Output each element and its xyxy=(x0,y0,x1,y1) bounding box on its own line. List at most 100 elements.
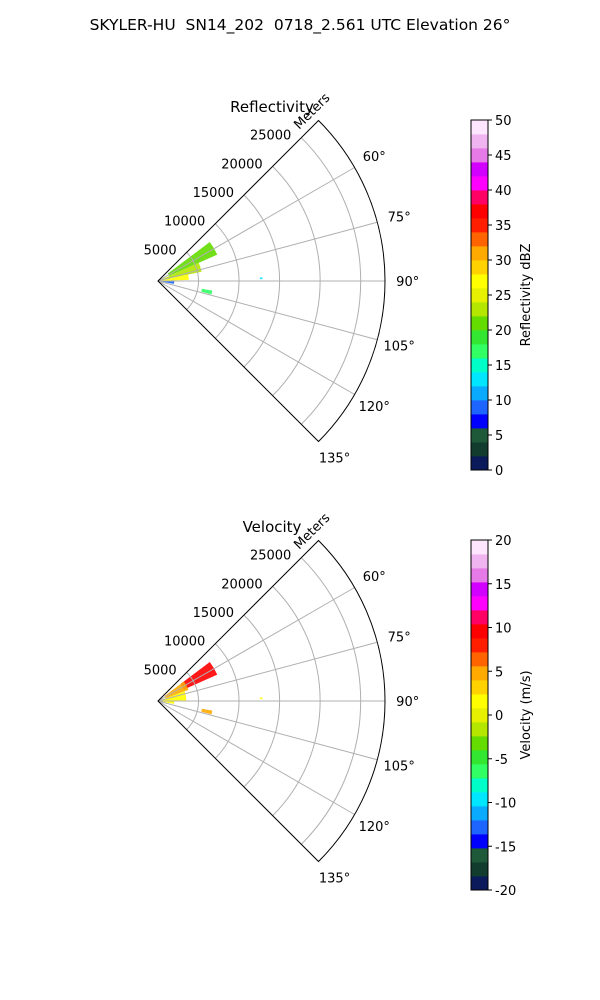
colorbar-segment xyxy=(471,582,488,597)
colorbar-tick-label: -15 xyxy=(495,840,516,855)
panel-title: Velocity xyxy=(243,518,302,536)
colorbar-tick-label: 10 xyxy=(495,394,512,409)
colorbar-segment xyxy=(471,708,488,723)
colorbar-tick-label: 30 xyxy=(495,254,512,269)
colorbar-tick-label: 0 xyxy=(495,464,503,479)
colorbar-tick-label: 5 xyxy=(495,429,503,444)
colorbar-segment xyxy=(471,456,488,471)
range-tick-label: 25000 xyxy=(250,129,291,144)
colorbar-segment xyxy=(471,764,488,779)
azimuth-label: 90° xyxy=(396,695,419,710)
azimuth-spoke xyxy=(157,221,378,282)
azimuth-spoke xyxy=(157,280,355,395)
colorbar-segment xyxy=(471,400,488,415)
range-tick-label: 15000 xyxy=(193,606,234,621)
azimuth-label: 120° xyxy=(359,820,390,835)
colorbar-tick-label: -10 xyxy=(495,797,516,812)
azimuth-spoke xyxy=(157,700,378,761)
colorbar-segment xyxy=(471,736,488,751)
colorbar-segment xyxy=(471,414,488,429)
colorbar-segment xyxy=(471,358,488,373)
figure-title: SKYLER-HU SN14_202 0718_2.561 UTC Elevat… xyxy=(89,16,511,34)
range-tick-label: 5000 xyxy=(144,663,177,678)
velocity-panel: Velocity 60° 75° 90° 105° 120° 135° 5000 10000 15… xyxy=(144,511,534,899)
echo-region xyxy=(201,708,213,715)
colorbar-tick-label: -20 xyxy=(495,884,516,899)
azimuth-label: 105° xyxy=(384,760,415,775)
colorbar-tick-label: 45 xyxy=(495,149,512,164)
sector-frame xyxy=(157,119,386,443)
colorbar-tick-label: 5 xyxy=(495,665,503,680)
colorbar-segment xyxy=(471,610,488,625)
colorbar-segment xyxy=(471,792,488,807)
colorbar-segment xyxy=(471,218,488,233)
azimuth-label: 75° xyxy=(388,630,411,645)
colorbar-segment xyxy=(471,120,488,135)
range-tick-label: 5000 xyxy=(144,243,177,258)
colorbar-tick-label: 15 xyxy=(495,578,512,593)
colorbar-segment xyxy=(471,680,488,695)
colorbar-segment xyxy=(471,330,488,345)
azimuth-label: 135° xyxy=(319,872,350,887)
range-tick-label: 20000 xyxy=(221,157,262,172)
azimuth-spoke xyxy=(157,700,355,815)
echo-region xyxy=(260,697,263,700)
colorbar-segment xyxy=(471,596,488,611)
colorbar-tick-label: 0 xyxy=(495,709,503,724)
echo-region xyxy=(161,262,202,281)
colorbar-segment xyxy=(471,428,488,443)
colorbar-segment xyxy=(471,442,488,457)
panel-title: Reflectivity xyxy=(230,98,314,116)
colorbar-segment xyxy=(471,694,488,709)
colorbar-segment xyxy=(471,190,488,205)
colorbar-segment xyxy=(471,876,488,891)
colorbar-segment xyxy=(471,372,488,387)
colorbar-tick-label: 20 xyxy=(495,324,512,339)
azimuth-label: 60° xyxy=(363,570,386,585)
azimuth-label: 90° xyxy=(396,275,419,290)
azimuth-spoke xyxy=(157,167,355,282)
colorbar-segment xyxy=(471,862,488,877)
azimuth-label: 120° xyxy=(359,400,390,415)
colorbar-tick-label: -5 xyxy=(495,753,508,768)
range-tick-label: 25000 xyxy=(250,549,291,564)
range-tick-label: 10000 xyxy=(164,635,205,650)
colorbar-segment xyxy=(471,624,488,639)
sector-frame xyxy=(157,539,386,863)
colorbar-tick-label: 35 xyxy=(495,219,512,234)
colorbar-segment xyxy=(471,778,488,793)
colorbar-segment xyxy=(471,232,488,247)
colorbar-segment xyxy=(471,638,488,653)
colorbar-tick-label: 50 xyxy=(495,114,512,129)
colorbar-segment xyxy=(471,750,488,765)
colorbar-segment xyxy=(471,652,488,667)
colorbar-segment xyxy=(471,204,488,219)
colorbar-segment xyxy=(471,834,488,849)
echo-region xyxy=(201,288,213,295)
colorbar-segment xyxy=(471,176,488,191)
colorbar-segment xyxy=(471,134,488,149)
azimuth-spoke xyxy=(157,280,378,341)
range-tick-label: 10000 xyxy=(164,215,205,230)
colorbar-segment xyxy=(471,274,488,289)
azimuth-label: 75° xyxy=(388,210,411,225)
azimuth-label: 105° xyxy=(384,340,415,355)
colorbar-segment xyxy=(471,260,488,275)
colorbar-segment xyxy=(471,246,488,261)
range-tick-label: 20000 xyxy=(221,577,262,592)
colorbar-segment xyxy=(471,722,488,737)
colorbar-segment xyxy=(471,148,488,163)
colorbar-tick-label: 40 xyxy=(495,184,512,199)
colorbar-segment xyxy=(471,344,488,359)
colorbar-segment xyxy=(471,302,488,317)
colorbar-label: Velocity (m/s) xyxy=(519,670,534,759)
colorbar-segment xyxy=(471,820,488,835)
range-tick-label: 15000 xyxy=(193,186,234,201)
echo-region xyxy=(260,277,263,280)
colorbar-segment xyxy=(471,806,488,821)
colorbar-tick-label: 10 xyxy=(495,622,512,637)
colorbar-segment xyxy=(471,288,488,303)
colorbar-tick-label: 20 xyxy=(495,534,512,549)
colorbar-tick-label: 15 xyxy=(495,359,512,374)
azimuth-label: 60° xyxy=(363,150,386,165)
